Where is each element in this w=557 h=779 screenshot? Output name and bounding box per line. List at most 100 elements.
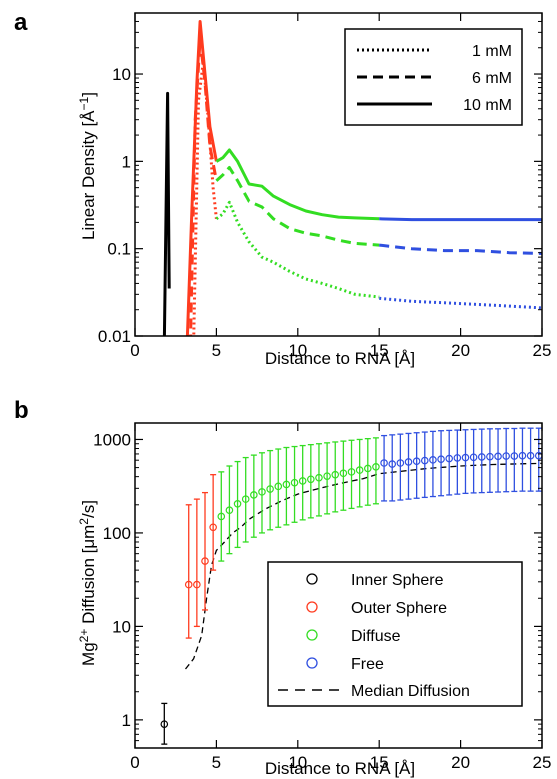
panel-a-y-tick-label: 0.1 bbox=[107, 240, 131, 259]
free-point bbox=[412, 457, 421, 466]
panel-a-x-tick-label: 10 bbox=[288, 341, 307, 360]
panel-a-label: a bbox=[14, 9, 28, 36]
legend-label-6mm: 6 mM bbox=[472, 70, 512, 87]
legend-label-1mm: 1 mM bbox=[472, 43, 512, 60]
legend-diffuse-marker-icon bbox=[306, 629, 318, 641]
free-point bbox=[404, 458, 413, 466]
series-6mm-free-line bbox=[379, 243, 542, 255]
panel-b-x-tick-label: 20 bbox=[451, 753, 470, 772]
free-point bbox=[420, 456, 429, 465]
outer-sphere-point bbox=[201, 557, 209, 565]
free-point bbox=[502, 452, 510, 460]
panel-b-axes: 1 10 100 1000 0 5 10 15 20 25 bbox=[93, 422, 552, 772]
outer-sphere-point bbox=[184, 580, 193, 589]
free-point bbox=[477, 453, 486, 461]
panel-b-legend-box bbox=[267, 561, 523, 707]
panel-b-legend: Inner Sphere Outer Sphere Diffuse Free M… bbox=[267, 561, 523, 707]
panel-a-chart: a 0.01 0.1 1 10 0 5 10 15 20 25 Distance to RNA [… bbox=[14, 9, 551, 368]
panel-b-x-tick-label: 0 bbox=[130, 753, 139, 772]
series-6mm-outer-line bbox=[189, 37, 218, 336]
free-point bbox=[461, 453, 470, 462]
legend-outer-sphere-marker-icon bbox=[306, 601, 318, 613]
panel-b-label: b bbox=[14, 397, 29, 424]
panel-b-y-tick-label: 1 bbox=[122, 711, 131, 730]
diffuse-point bbox=[298, 477, 307, 485]
panel-b-x-tick-label: 25 bbox=[533, 753, 552, 772]
series-10mm-diffuse-line bbox=[215, 148, 380, 221]
free-point bbox=[526, 451, 535, 460]
panel-b-x-tick-label: 15 bbox=[370, 753, 389, 772]
series-1mm-free-line bbox=[379, 296, 542, 310]
panel-a-axes: 0.01 0.1 1 10 0 5 10 15 20 25 bbox=[98, 12, 552, 360]
panel-b-plot-area bbox=[160, 427, 542, 745]
diffuse-point bbox=[290, 478, 299, 487]
diffuse-point bbox=[339, 469, 348, 478]
panel-a-plot-area bbox=[162, 20, 542, 336]
panel-a-x-tick-label: 20 bbox=[451, 341, 470, 360]
panel-a-y-tick-label: 1 bbox=[122, 152, 131, 171]
legend-label-diffuse: Diffuse bbox=[351, 628, 401, 645]
panel-b-y-tick-label: 10 bbox=[112, 617, 131, 636]
series-1mm-diffuse-line bbox=[215, 200, 380, 299]
panel-b-axes-frame bbox=[134, 422, 543, 749]
panel-a-x-axis-label: Distance to RNA [Å] bbox=[265, 349, 415, 368]
diffuse-point bbox=[331, 470, 340, 479]
diffuse-point bbox=[355, 466, 364, 474]
diffuse-point bbox=[364, 464, 372, 473]
panel-a-x-tick-label: 15 bbox=[370, 341, 389, 360]
free-point bbox=[453, 454, 462, 462]
free-point bbox=[429, 456, 437, 464]
diffuse-point bbox=[347, 468, 356, 476]
legend-label-inner-sphere: Inner Sphere bbox=[351, 572, 444, 589]
free-point bbox=[445, 454, 454, 463]
panel-a-x-tick-label: 5 bbox=[212, 341, 221, 360]
diffuse-point bbox=[217, 512, 226, 521]
series-6mm-diffuse-line bbox=[215, 166, 380, 247]
diffuse-point bbox=[241, 495, 250, 503]
legend-label-free: Free bbox=[351, 656, 384, 673]
panel-b-x-axis-label: Distance to RNA [Å] bbox=[265, 759, 415, 778]
panel-a-y-axis-label: Linear Density [Å−1] bbox=[77, 92, 98, 240]
diffuse-point bbox=[274, 482, 283, 491]
diffuse-point bbox=[315, 473, 323, 482]
free-point bbox=[437, 455, 445, 463]
legend-label-outer-sphere: Outer Sphere bbox=[351, 600, 447, 617]
panel-a-legend: 1 mM 6 mM 10 mM bbox=[344, 28, 523, 126]
panel-a-y-tick-label: 10 bbox=[112, 65, 131, 84]
free-point bbox=[486, 452, 494, 461]
panel-b-x-tick-label: 10 bbox=[288, 753, 307, 772]
free-point bbox=[518, 451, 527, 460]
free-point bbox=[510, 452, 519, 460]
panel-b-y-axis-label: Mg2+ Diffusion [μm2/s] bbox=[77, 500, 98, 666]
panel-a-x-tick-label: 25 bbox=[533, 341, 552, 360]
outer-sphere-point bbox=[193, 580, 201, 589]
legend-free-marker-icon bbox=[306, 657, 318, 669]
panel-b-y-tick-label: 1000 bbox=[93, 430, 131, 449]
diffuse-point bbox=[266, 485, 274, 493]
series-10mm-free-line bbox=[379, 217, 542, 222]
diffuse-point bbox=[323, 472, 331, 480]
legend-label-median-diffusion: Median Diffusion bbox=[351, 683, 470, 700]
series-10mm-inner-line bbox=[162, 91, 171, 336]
outer-sphere-point bbox=[209, 523, 217, 532]
inner-sphere-point bbox=[160, 720, 169, 728]
diffuse-point bbox=[225, 506, 234, 515]
panel-a-x-tick-label: 0 bbox=[130, 341, 139, 360]
diffuse-point bbox=[233, 499, 242, 508]
legend-label-10mm: 10 mM bbox=[463, 97, 512, 114]
free-point bbox=[469, 453, 478, 462]
free-point bbox=[396, 459, 405, 467]
free-point bbox=[380, 459, 388, 467]
panel-b-x-tick-label: 5 bbox=[212, 753, 221, 772]
diffuse-point bbox=[307, 475, 315, 484]
panel-b-chart: b 1 10 100 1000 0 5 10 15 20 25 Distance to RNA [… bbox=[14, 397, 551, 778]
panel-b-y-tick-label: 100 bbox=[103, 524, 131, 543]
legend-inner-sphere-marker-icon bbox=[306, 573, 318, 585]
series-1mm-outer-line bbox=[192, 59, 218, 336]
diffuse-point bbox=[282, 480, 291, 489]
diffuse-point bbox=[372, 462, 380, 471]
diffuse-point bbox=[250, 491, 258, 499]
free-point bbox=[388, 460, 397, 468]
free-point bbox=[494, 452, 502, 461]
